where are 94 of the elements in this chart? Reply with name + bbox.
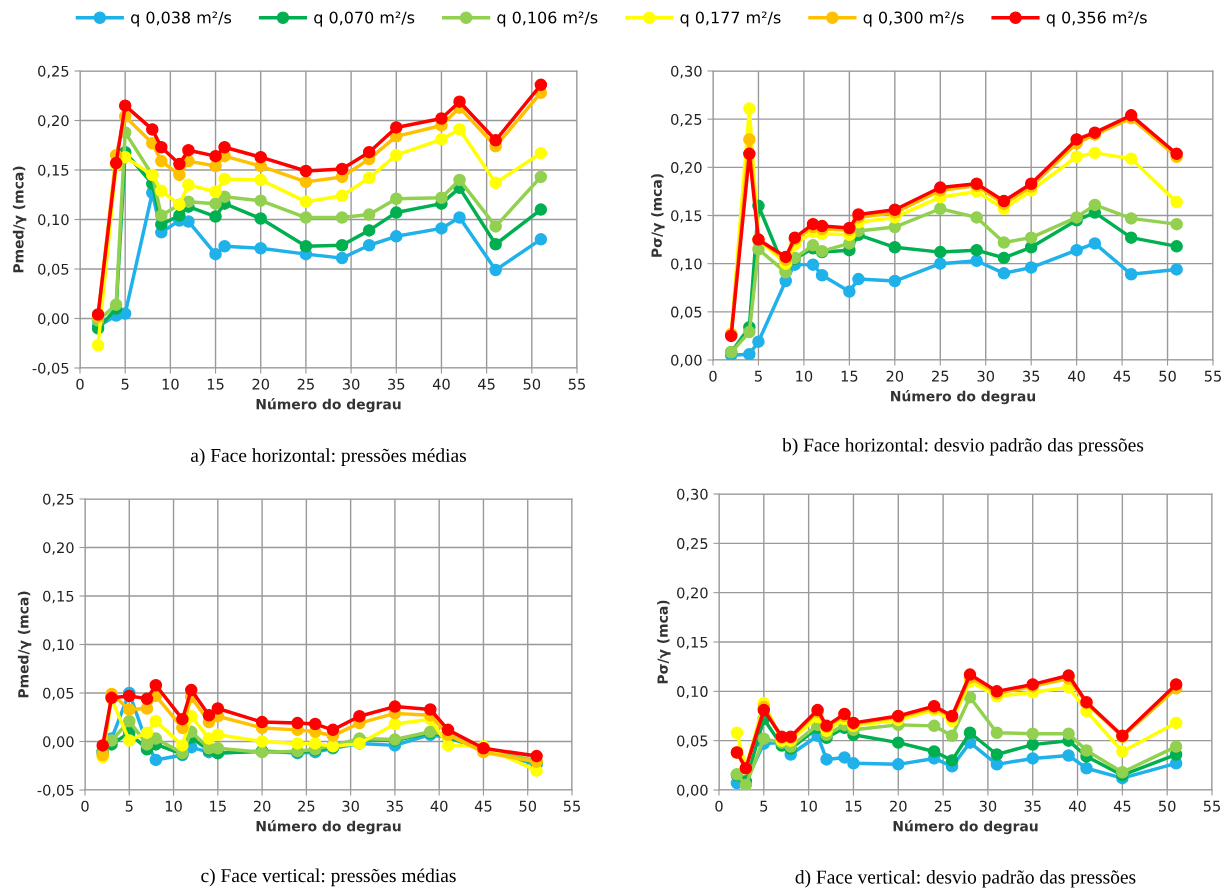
y-tick-label: 0,15 <box>38 164 69 178</box>
y-tick-label: 0,20 <box>671 162 702 175</box>
x-tick-label: 45 <box>478 378 495 390</box>
x-axis-title: Número do degrau <box>891 390 1036 405</box>
x-tick-label: 10 <box>162 378 179 390</box>
x-axis-title: Número do degrau <box>256 398 401 413</box>
y-tick-label: 0,05 <box>671 306 702 320</box>
y-tick-label: 0,20 <box>677 587 708 600</box>
x-tick-label: 20 <box>886 370 904 382</box>
x-tick-label: 20 <box>890 800 907 812</box>
x-tick-label: 20 <box>252 378 270 390</box>
y-tick-label: 0,15 <box>43 590 74 604</box>
y-tick-label: 0,10 <box>38 214 69 227</box>
x-tick-label: 40 <box>430 800 448 812</box>
x-tick-label: 35 <box>386 800 403 812</box>
legend-label: q 0,300 m²/s <box>863 11 964 27</box>
x-tick-label: 5 <box>760 800 768 812</box>
legend-label: q 0,177 m²/s <box>680 11 781 27</box>
x-tick-label: 35 <box>1024 800 1041 812</box>
x-tick-label: 25 <box>932 370 949 382</box>
legend-label: q 0,356 m²/s <box>1046 11 1147 27</box>
y-tick-label: 0,00 <box>671 354 702 368</box>
y-axis-title: Pσ/γ (mca) <box>657 600 671 684</box>
x-tick-label: 5 <box>754 370 762 382</box>
text: a) Face horizontal: pressões médias <box>190 448 467 466</box>
x-tick-label: 35 <box>1023 370 1040 382</box>
y-tick-label: -0,05 <box>37 784 74 798</box>
x-tick-label: 30 <box>342 800 359 812</box>
x-tick-label: 15 <box>207 378 224 390</box>
x-tick-label: 50 <box>519 800 537 812</box>
y-tick-label: 0,10 <box>671 258 702 271</box>
x-tick-label: 10 <box>800 800 817 812</box>
y-tick-label: -0,05 <box>32 362 69 376</box>
x-tick-label: 30 <box>979 800 997 812</box>
y-tick-label: 0,30 <box>677 488 708 502</box>
x-tick-label: 55 <box>1204 370 1221 382</box>
y-tick-label: 0,10 <box>43 639 74 652</box>
x-tick-label: 35 <box>388 378 405 390</box>
y-tick-label: 0,25 <box>43 493 74 507</box>
x-tick-label: 40 <box>432 378 450 390</box>
y-tick-label: 0,30 <box>671 65 702 79</box>
y-tick-label: 0,25 <box>671 113 702 127</box>
x-tick-label: 25 <box>297 378 314 390</box>
x-tick-label: 25 <box>298 800 315 812</box>
y-axis-title: Pmed/γ (mca) <box>17 591 32 698</box>
x-tick-label: 55 <box>568 378 585 390</box>
x-tick-label: 45 <box>1113 800 1131 812</box>
x-tick-label: 15 <box>845 800 862 812</box>
y-axis-title: Pσ/γ (mca) <box>651 174 665 257</box>
legend-label: q 0,106 m²/s <box>497 11 598 27</box>
y-tick-label: 0,15 <box>677 636 708 650</box>
x-tick-label: 10 <box>165 800 182 812</box>
x-axis-title: Número do degrau <box>893 820 1038 835</box>
y-tick-label: 0,00 <box>43 736 74 749</box>
x-tick-label: 50 <box>523 378 541 390</box>
y-tick-label: 0,20 <box>38 115 69 128</box>
x-tick-label: 25 <box>934 800 952 812</box>
x-tick-label: 50 <box>1159 370 1176 382</box>
y-tick-label: 0,20 <box>43 542 74 555</box>
x-tick-label: 45 <box>474 800 492 812</box>
x-tick-label: 5 <box>125 800 133 812</box>
y-tick-label: 0,05 <box>677 735 708 748</box>
x-tick-label: 0 <box>76 378 84 390</box>
x-tick-label: 20 <box>253 800 271 812</box>
y-tick-label: 0,05 <box>43 687 74 701</box>
x-tick-label: 0 <box>709 370 717 382</box>
y-tick-label: 0,00 <box>38 313 69 326</box>
x-tick-label: 0 <box>715 800 723 812</box>
x-tick-label: 30 <box>342 378 360 390</box>
y-tick-label: 0,25 <box>38 65 69 79</box>
y-tick-label: 0,15 <box>671 210 702 223</box>
x-tick-label: 50 <box>1159 800 1176 812</box>
x-tick-label: 5 <box>121 378 129 390</box>
text: b) Face horizontal: desvio padrão das pressões <box>782 437 1144 456</box>
x-axis-title: Número do degrau <box>256 820 401 835</box>
y-tick-label: 0,05 <box>38 263 69 277</box>
x-tick-label: 10 <box>796 370 813 382</box>
legend-label: q 0,038 m²/s <box>131 11 232 27</box>
y-axis-title: Pmed/γ (mca) <box>12 166 27 273</box>
text: c) Face vertical: pressões médias <box>201 868 456 887</box>
x-tick-label: 30 <box>977 370 995 382</box>
y-tick-label: 0,25 <box>677 538 708 551</box>
x-tick-label: 15 <box>841 370 858 382</box>
x-tick-label: 40 <box>1068 370 1085 382</box>
x-tick-label: 15 <box>210 800 226 812</box>
legend-label: q 0,070 m²/s <box>314 11 415 27</box>
x-tick-label: 55 <box>1203 800 1220 812</box>
y-tick-label: 0,00 <box>677 784 708 798</box>
x-tick-label: 55 <box>563 800 580 812</box>
x-tick-label: 45 <box>1113 370 1131 382</box>
y-tick-label: 0,10 <box>677 686 708 699</box>
text: d) Face vertical: desvio padrão das pressões <box>795 869 1136 888</box>
x-tick-label: 40 <box>1068 800 1086 812</box>
x-tick-label: 0 <box>81 800 89 812</box>
